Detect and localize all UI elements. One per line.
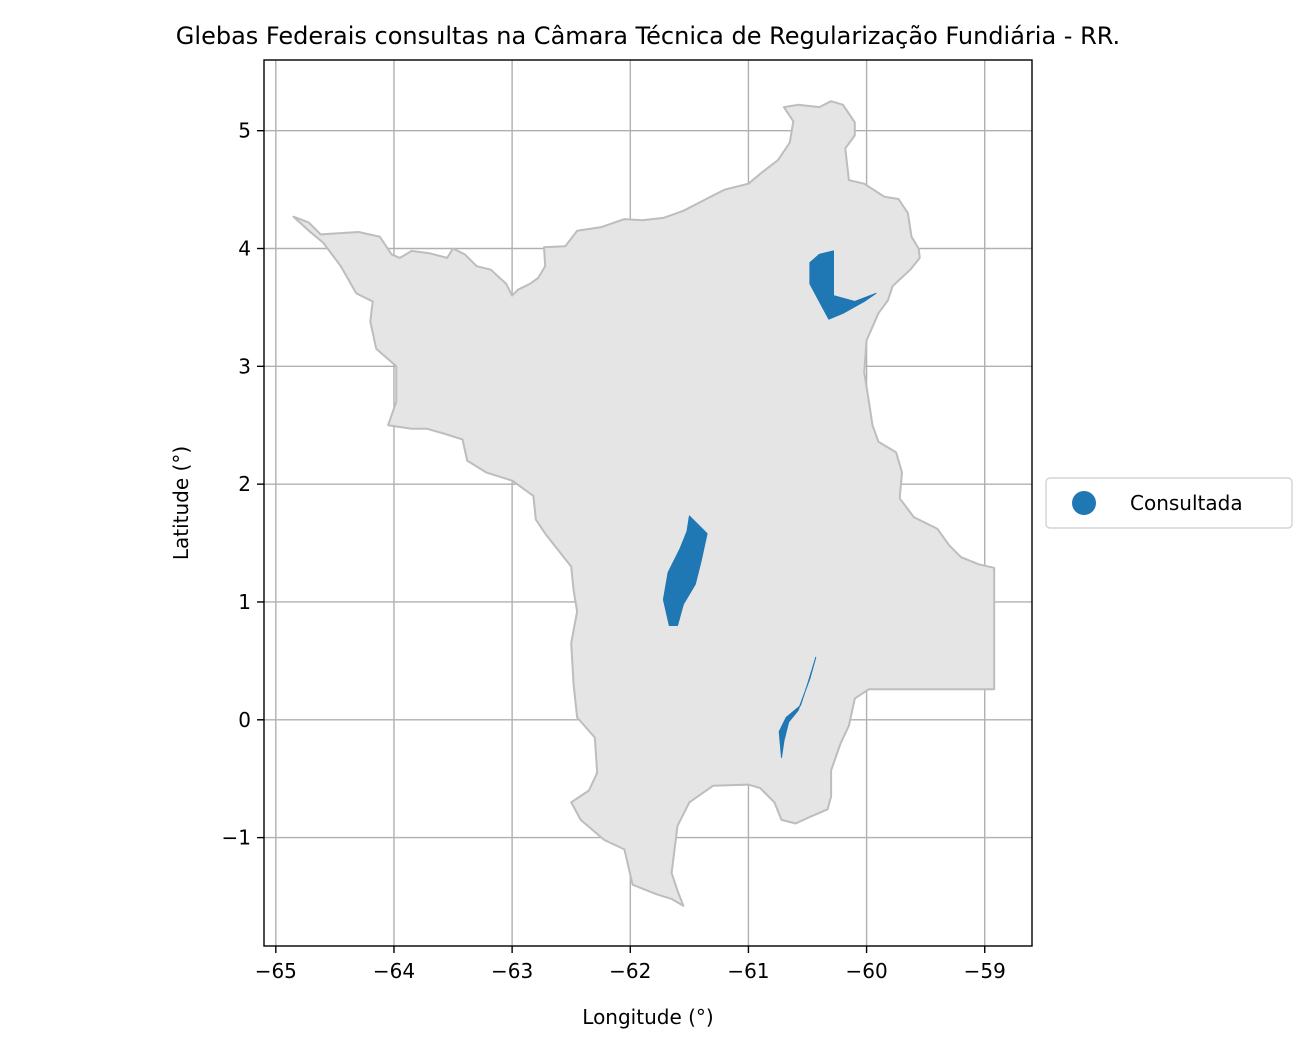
glebas-layer bbox=[662, 250, 877, 758]
y-tick-label: 2 bbox=[238, 472, 251, 496]
y-tick-label: 3 bbox=[238, 354, 251, 378]
x-tick-label: −64 bbox=[373, 959, 415, 983]
legend-label-consultada: Consultada bbox=[1130, 491, 1243, 515]
gleba-polygon-2 bbox=[662, 515, 708, 626]
axes-frame bbox=[263, 59, 1033, 947]
x-tick-label: −65 bbox=[255, 959, 297, 983]
x-axis-ticks: −65 −64 −63 −62 −61 −60 −59 bbox=[255, 946, 1006, 983]
x-tick-label: −63 bbox=[491, 959, 533, 983]
y-tick-label: 1 bbox=[238, 590, 251, 614]
y-axis-ticks: 5 4 3 2 1 0 −1 bbox=[222, 119, 264, 850]
gleba-polygon-3 bbox=[778, 656, 817, 758]
y-axis-label: Latitude (°) bbox=[169, 446, 193, 560]
x-tick-label: −62 bbox=[609, 959, 651, 983]
y-tick-label: 4 bbox=[238, 237, 251, 261]
x-tick-label: −61 bbox=[727, 959, 769, 983]
y-tick-label: 0 bbox=[238, 708, 251, 732]
x-tick-label: −60 bbox=[845, 959, 887, 983]
map-title: Glebas Federais consultas na Câmara Técn… bbox=[176, 22, 1120, 50]
x-tick-label: −59 bbox=[964, 959, 1006, 983]
legend-marker-consultada bbox=[1072, 491, 1096, 515]
gleba-polygon-1 bbox=[809, 250, 877, 320]
map-plot-area: −65 −64 −63 −62 −61 −60 −59 5 4 3 2 1 0 −1 bbox=[222, 59, 1033, 983]
x-axis-label: Longitude (°) bbox=[582, 1005, 713, 1029]
y-tick-label: 5 bbox=[238, 119, 251, 143]
legend-frame bbox=[1045, 477, 1293, 529]
state-outline-roraima bbox=[292, 100, 996, 907]
legend: Consultada bbox=[1045, 477, 1293, 529]
y-tick-label: −1 bbox=[222, 826, 251, 850]
